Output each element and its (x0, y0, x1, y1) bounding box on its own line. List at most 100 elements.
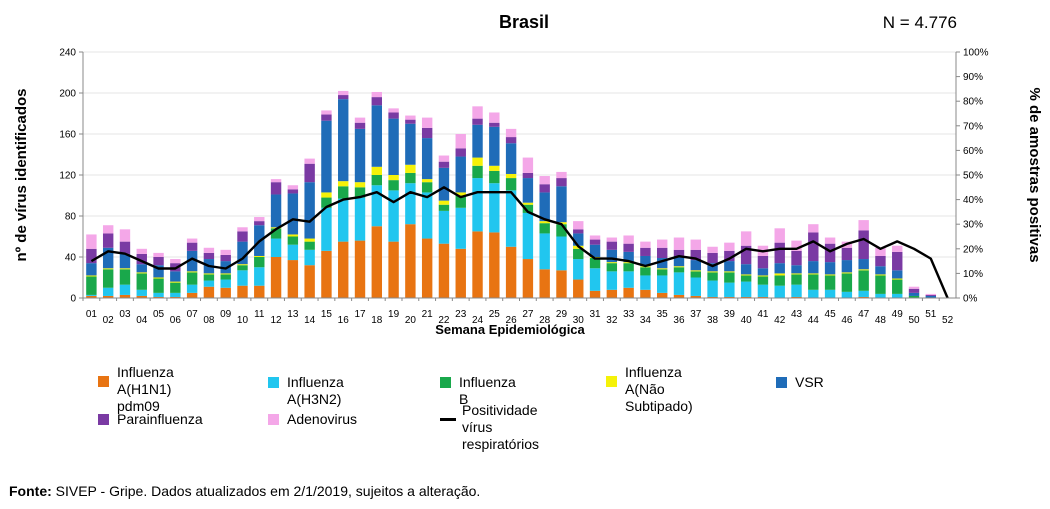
y-tick-label: 80 (65, 212, 77, 223)
bar-segment-adenovirus (237, 227, 248, 232)
bar-segment-fluB (673, 267, 685, 273)
bar-segment-parainfluenza (254, 221, 265, 226)
x-tick-label: 40 (741, 315, 753, 326)
bar-segment-vsr (673, 255, 685, 267)
legend-swatch-h3n2 (268, 377, 279, 388)
bar-segment-h1n1 (589, 290, 601, 298)
bar-segment-parainfluenza (153, 257, 164, 266)
x-tick-label: 36 (673, 315, 685, 326)
bar-segment-naoSub (254, 255, 265, 257)
axes: 040801201602002400%10%20%30%40%50%60%70%… (59, 48, 988, 327)
bar-segment-h1n1 (203, 286, 215, 298)
bar-segment-adenovirus (875, 247, 886, 256)
bar-segment-parainfluenza (808, 232, 819, 262)
bar-segment-h3n2 (791, 284, 802, 297)
bar-segment-fluB (875, 275, 886, 294)
bar-segment-parainfluenza (556, 178, 567, 187)
chart-title: Brasil (499, 12, 549, 32)
bar-segment-adenovirus (774, 228, 785, 243)
bar-segment-naoSub (388, 175, 399, 181)
x-tick-label: 13 (287, 309, 299, 320)
bar-segment-h1n1 (86, 295, 97, 298)
bar-segment-h3n2 (338, 198, 349, 242)
bar-segment-adenovirus (354, 117, 366, 123)
bar-segment-parainfluenza (656, 247, 668, 259)
bar-segment-fluB (724, 272, 735, 283)
bar-segment-h1n1 (455, 248, 466, 298)
bar-segment-h1n1 (573, 279, 584, 298)
bar-segment-h3n2 (220, 279, 231, 288)
bar-segment-h3n2 (237, 270, 248, 286)
bar-segment-h3n2 (640, 275, 651, 290)
x-tick-label: 05 (153, 309, 165, 320)
bar-segment-adenovirus (892, 245, 903, 252)
x-tick-label: 30 (573, 315, 585, 326)
bar-segment-vsr (740, 264, 752, 275)
bar-segment-vsr (808, 261, 819, 274)
bar-segment-naoSub (858, 269, 869, 271)
bar-segment-parainfluenza (287, 189, 299, 194)
bar-segment-naoSub (774, 273, 785, 276)
bar-segment-h3n2 (858, 290, 869, 297)
legend-label: VSR (795, 374, 824, 390)
bar-segment-h3n2 (556, 236, 567, 271)
bar-segment-parainfluenza (270, 182, 282, 195)
bar-segment-h3n2 (371, 185, 383, 227)
bar-segment-h1n1 (102, 295, 114, 298)
bar-segment-h1n1 (707, 296, 718, 298)
bar-segment-h3n2 (354, 197, 366, 241)
bar-segment-adenovirus (673, 237, 685, 250)
y-tick-label: 0 (70, 294, 76, 305)
bar-segment-naoSub (472, 157, 483, 166)
bar-segment-vsr (170, 271, 181, 282)
bar-segment-vsr (270, 194, 282, 228)
bar-segment-parainfluenza (321, 114, 332, 121)
bar-segment-h3n2 (438, 210, 450, 244)
bar-segment-parainfluenza (757, 255, 769, 269)
bar-segment-naoSub (740, 274, 752, 276)
bar-segment-naoSub (186, 271, 198, 273)
bar-segment-h1n1 (539, 269, 550, 298)
bar-segment-vsr (774, 263, 785, 274)
x-tick-label: 50 (908, 315, 920, 326)
legend-swatch-vsr (776, 377, 787, 388)
bar-segment-h3n2 (455, 207, 466, 249)
y2-tick-label: 50% (963, 171, 983, 182)
x-tick-label: 38 (707, 315, 719, 326)
y-tick-label: 160 (59, 130, 76, 141)
bar-segment-h1n1 (740, 296, 752, 298)
bar-segment-h3n2 (119, 284, 131, 295)
x-tick-label: 07 (187, 309, 199, 320)
x-tick-label: 41 (757, 309, 769, 320)
bar-segment-vsr (338, 99, 349, 182)
bar-segment-naoSub (338, 181, 349, 187)
bar-segment-vsr (405, 123, 416, 165)
bar-segment-h1n1 (153, 296, 164, 298)
bar-segment-fluB (808, 274, 819, 290)
bar-segment-parainfluenza (505, 137, 517, 144)
bar-segment-naoSub (405, 164, 416, 173)
bar-segment-naoSub (606, 262, 618, 264)
bar-segment-naoSub (522, 202, 534, 205)
bar-segment-adenovirus (220, 249, 231, 255)
bar-segment-adenovirus (539, 176, 550, 185)
bar-segment-h3n2 (623, 271, 634, 288)
bar-segment-adenovirus (656, 239, 668, 248)
bar-segment-parainfluenza (539, 184, 550, 193)
bar-segment-vsr (86, 263, 97, 276)
bar-segment-vsr (707, 263, 718, 272)
legend-label: Influenza A(H1N1) pdm09 (117, 364, 174, 414)
bar-segment-naoSub (102, 268, 114, 270)
bar-segment-parainfluenza (824, 243, 836, 263)
bar-segment-parainfluenza (791, 250, 802, 266)
bar-segment-adenovirus (808, 224, 819, 233)
bar-segment-parainfluenza (589, 239, 601, 245)
bar-segment-h1n1 (321, 250, 332, 298)
bar-segment-h1n1 (623, 287, 634, 298)
bar-segment-parainfluenza (908, 288, 920, 293)
bar-segment-fluB (656, 269, 668, 276)
bar-segment-parainfluenza (841, 247, 853, 261)
x-tick-label: 06 (170, 315, 182, 326)
y-tick-label: 200 (59, 89, 76, 100)
bar-segment-vsr (640, 255, 651, 267)
